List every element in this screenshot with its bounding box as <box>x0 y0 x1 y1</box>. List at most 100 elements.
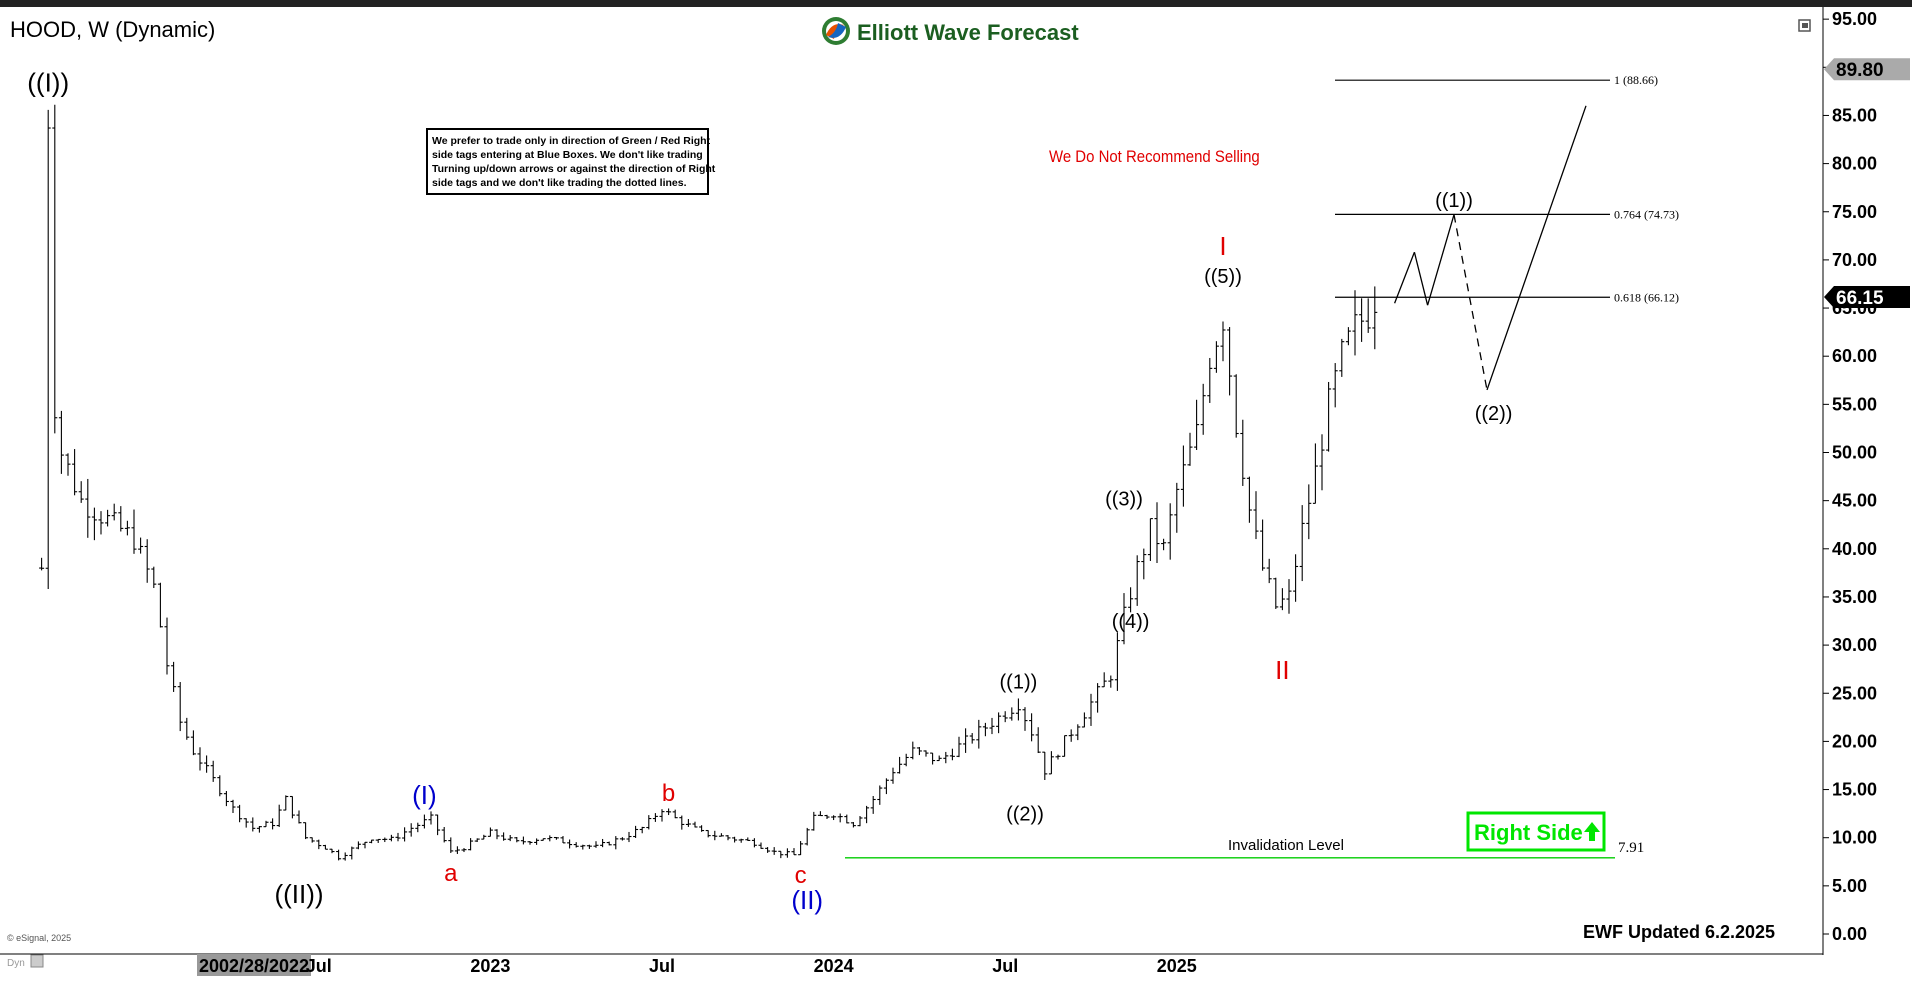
ohlc-bar <box>930 752 936 765</box>
ohlc-bar <box>712 830 718 841</box>
ohlc-bar <box>586 844 592 849</box>
ohlc-bar <box>1352 290 1358 356</box>
trading-note-line-4: side tags and we don't like trading the … <box>432 177 687 189</box>
wave-label: a <box>444 860 458 887</box>
ohlc-bar <box>1114 632 1120 691</box>
ohlc-bar <box>837 813 843 823</box>
fib-label: 0.764 (74.73) <box>1614 207 1679 221</box>
ohlc-bar <box>454 846 460 854</box>
ohlc-bar <box>388 834 394 842</box>
ohlc-bar <box>1068 729 1074 742</box>
ohlc-bar <box>1372 286 1378 350</box>
ohlc-bar <box>778 850 784 859</box>
wave-label: (I) <box>412 780 437 810</box>
projection-path <box>1393 105 1587 391</box>
ohlc-bar <box>144 539 150 583</box>
y-tick-label: 70.00 <box>1832 250 1877 270</box>
corner-settings-icon[interactable] <box>30 954 44 968</box>
ohlc-bar <box>745 837 751 841</box>
ohlc-bar <box>527 841 533 845</box>
ohlc-bar <box>1174 482 1180 533</box>
ohlc-bar <box>1339 338 1345 377</box>
y-tick-label: 85.00 <box>1832 105 1877 125</box>
ohlc-bar <box>1194 399 1200 450</box>
projection-segment <box>1453 214 1488 391</box>
ohlc-bar <box>791 848 797 856</box>
ohlc-bar <box>177 682 183 732</box>
ohlc-bar <box>263 820 269 828</box>
ohlc-bar <box>1293 554 1299 602</box>
ohlc-bar <box>250 817 256 832</box>
ohlc-bar <box>982 722 988 737</box>
ohlc-bar <box>461 848 467 853</box>
ohlc-bar <box>223 791 229 807</box>
ohlc-bar <box>989 717 995 735</box>
ohlc-bar <box>580 844 586 850</box>
ohlc-bar <box>646 815 652 830</box>
ohlc-bar <box>659 809 665 822</box>
y-tick-label: 50.00 <box>1832 443 1877 463</box>
ohlc-bar <box>494 829 500 840</box>
y-tick-label: 55.00 <box>1832 394 1877 414</box>
ohlc-bar <box>969 733 975 744</box>
ohlc-bar <box>190 730 196 756</box>
ohlc-bar <box>309 837 315 843</box>
y-tick-label: 10.00 <box>1832 828 1877 848</box>
ohlc-bar <box>375 838 381 843</box>
ohlc-bar <box>831 815 837 821</box>
ohlc-bar <box>850 822 856 828</box>
ohlc-bar <box>164 617 170 675</box>
y-tick-label: 75.00 <box>1832 202 1877 222</box>
right-side-tag <box>1466 811 1606 852</box>
ohlc-bar <box>1220 321 1226 362</box>
ohlc-bar <box>870 796 876 814</box>
ohlc-bar <box>943 751 949 764</box>
ohlc-bar <box>547 835 553 842</box>
ohlc-bar <box>210 760 216 782</box>
ohlc-bar <box>448 837 454 853</box>
y-tick-label: 5.00 <box>1832 876 1867 896</box>
wave-label: ((2)) <box>1475 403 1513 425</box>
y-tick-label: 40.00 <box>1832 539 1877 559</box>
ohlc-bar <box>1207 357 1213 403</box>
wave-label: ((5)) <box>1204 266 1242 288</box>
ohlc-bar <box>1048 751 1054 775</box>
ohlc-bar <box>1266 558 1272 584</box>
ohlc-bar <box>520 836 526 845</box>
window-restore-icon[interactable] <box>1798 19 1811 32</box>
ohlc-bar <box>1240 419 1246 486</box>
ohlc-bar <box>1279 588 1285 611</box>
trading-note-line-1: We prefer to trade only in direction of … <box>432 135 711 147</box>
ohlc-bar <box>1260 519 1266 571</box>
ohlc-bar <box>270 818 276 830</box>
ohlc-bar <box>441 827 447 843</box>
ohlc-bar <box>963 728 969 753</box>
projection-segment <box>1413 252 1429 306</box>
ohlc-bar <box>1147 518 1153 561</box>
ohlc-bar <box>1187 432 1193 466</box>
ohlc-bar <box>1134 555 1140 606</box>
y-tick-label: 15.00 <box>1832 780 1877 800</box>
ohlc-bar <box>355 841 361 850</box>
ohlc-bar <box>124 520 130 536</box>
brand-name: Elliott Wave Forecast <box>857 20 1079 45</box>
ohlc-bar <box>78 481 84 503</box>
ohlc-bar <box>1180 445 1186 507</box>
ohlc-bar <box>705 829 711 838</box>
recommend-text: We Do Not Recommend Selling <box>1049 148 1260 166</box>
fib-label: 1 (88.66) <box>1614 73 1658 87</box>
ohlc-bar <box>910 741 916 760</box>
ohlc-bar <box>864 805 870 824</box>
ohlc-bar <box>771 847 777 855</box>
ohlc-bar <box>316 839 322 850</box>
ohlc-bar <box>824 814 830 819</box>
ohlc-bar <box>474 838 480 843</box>
ohlc-bar <box>936 755 942 762</box>
symbol-title: HOOD, W (Dynamic) <box>10 17 215 42</box>
ohlc-bar <box>52 104 58 434</box>
ohlc-bar <box>428 811 434 825</box>
copyright: © eSignal, 2025 <box>7 933 71 943</box>
ohlc-bar <box>435 814 441 836</box>
ohlc-bar <box>804 827 810 846</box>
